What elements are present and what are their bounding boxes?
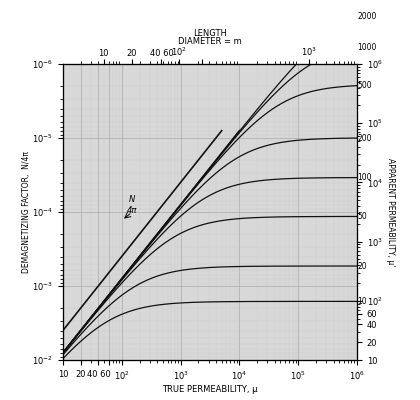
Text: 500: 500 [357,81,372,90]
X-axis label: TRUE PERMEABILITY, μ: TRUE PERMEABILITY, μ [162,385,258,394]
Y-axis label: APPARENT PERMEABILITY, μʹ: APPARENT PERMEABILITY, μʹ [386,158,395,266]
Y-axis label: DEMAGNETIZING FACTOR,  N/4π: DEMAGNETIZING FACTOR, N/4π [22,151,31,273]
Text: 1000: 1000 [357,43,377,52]
Text: m=: m= [357,0,371,1]
Text: N
4π: N 4π [127,195,137,214]
Text: 10: 10 [357,297,367,306]
X-axis label: LENGTH
DIAMETER = m: LENGTH DIAMETER = m [178,29,242,46]
Text: 100: 100 [357,173,372,182]
Text: 50: 50 [357,212,367,221]
Text: 200: 200 [357,134,372,142]
Text: 2000: 2000 [357,12,377,20]
Text: 20: 20 [357,262,367,270]
